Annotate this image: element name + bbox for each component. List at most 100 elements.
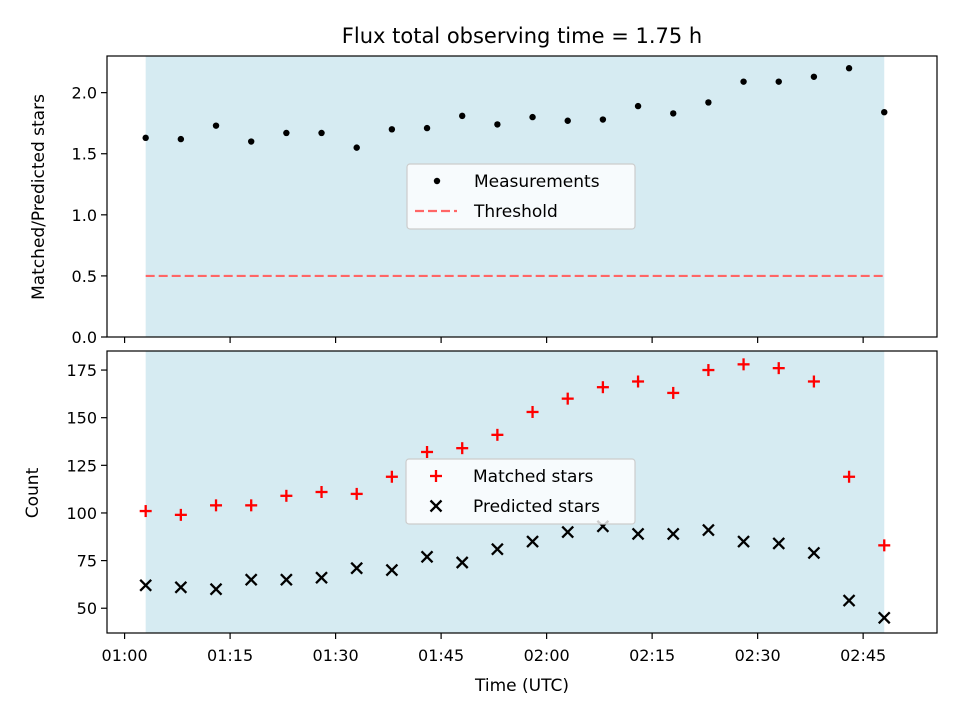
legend: Measurements Threshold — [406, 163, 636, 230]
y-tick-label: 50 — [77, 599, 97, 618]
predicted-point — [772, 537, 786, 550]
y-tick-label: 0.0 — [72, 328, 97, 347]
y-tick-label: 75 — [77, 552, 97, 571]
matched-point — [385, 470, 398, 483]
matched-point — [174, 508, 187, 521]
y-tick-label: 1.0 — [72, 206, 97, 225]
legend-label: Measurements — [474, 172, 600, 192]
matched-point — [526, 405, 539, 418]
predicted-point — [491, 542, 504, 556]
measurement-point — [142, 134, 149, 142]
measurement-point — [740, 78, 747, 85]
matched-point — [807, 375, 820, 388]
legend-predicted-marker — [429, 499, 443, 513]
predicted-point — [737, 535, 750, 548]
y-tick-label: 0.5 — [72, 267, 97, 286]
series-measurements — [142, 65, 888, 151]
measurement-point — [529, 113, 536, 121]
x-tick-label: 01:15 — [207, 646, 253, 665]
series-predicted-stars — [139, 519, 891, 625]
series-matched-stars — [139, 358, 891, 552]
legend-box — [405, 458, 636, 525]
measurement-point — [459, 112, 466, 120]
matched-point — [280, 489, 293, 502]
predicted-point — [385, 563, 399, 577]
measurement-point — [388, 126, 396, 133]
matched-point — [737, 358, 750, 371]
predicted-point — [139, 579, 152, 592]
x-tick-label: 02:15 — [629, 646, 675, 665]
measurement-point — [494, 121, 501, 128]
measurement-point — [810, 73, 818, 80]
predicted-point — [244, 573, 258, 586]
matched-point — [632, 375, 645, 388]
y-tick-label: 1.5 — [72, 145, 97, 164]
measurement-point — [212, 122, 220, 129]
x-tick-label: 02:30 — [735, 646, 781, 665]
y-tick-label: 125 — [66, 456, 97, 475]
predicted-point — [174, 580, 188, 594]
x-tick-label: 01:00 — [102, 646, 148, 665]
measurement-point — [881, 109, 888, 116]
axes-frame — [106, 55, 938, 338]
legend: Matched stars Predicted stars — [405, 458, 636, 525]
measurement-point — [599, 116, 607, 123]
predicted-point — [455, 556, 469, 569]
matched-point — [315, 486, 328, 498]
legend-box — [406, 163, 636, 230]
legend-label: Threshold — [473, 202, 558, 222]
matched-point — [772, 362, 785, 375]
matched-point — [596, 381, 609, 394]
x-tick-label: 01:45 — [418, 646, 464, 665]
matched-point — [210, 499, 223, 512]
measurement-point — [247, 138, 255, 145]
predicted-point — [280, 573, 293, 586]
measurement-point — [705, 99, 712, 106]
y-tick-label: 150 — [66, 409, 97, 428]
measurement-point — [775, 78, 782, 85]
matched-point — [561, 392, 574, 405]
measurement-point — [177, 135, 185, 143]
predicted-point — [315, 571, 328, 585]
predicted-point — [209, 582, 223, 596]
matched-point — [843, 470, 856, 483]
bottom-panel: 50 75 100 125 150 175 01:00 01:15 01:30 01:45 02:0… — [66, 350, 938, 665]
predicted-point — [702, 523, 715, 537]
measurement-point — [423, 124, 431, 132]
x-tick-label: 01:30 — [313, 646, 359, 665]
y-tick-label: 175 — [66, 361, 97, 380]
measurement-point — [283, 129, 290, 137]
predicted-point — [561, 525, 575, 539]
predicted-point — [666, 527, 680, 541]
measurement-point — [634, 102, 642, 110]
bottom-y-axis-label: Count — [23, 467, 43, 518]
measurement-point — [670, 110, 677, 117]
measurement-point — [564, 117, 571, 124]
matched-point — [702, 364, 715, 377]
x-tick-label: 02:00 — [524, 646, 570, 665]
chart-title: Flux total observing time = 1.75 h — [342, 24, 702, 48]
matched-point — [139, 505, 152, 518]
matched-point — [667, 386, 680, 399]
predicted-point — [631, 527, 645, 541]
axes-frame — [106, 350, 938, 634]
matched-point — [456, 442, 469, 455]
matched-point — [878, 539, 891, 552]
measurement-point — [845, 65, 853, 72]
predicted-point — [420, 550, 434, 564]
measurement-point — [353, 144, 360, 151]
top-panel: 0.0 0.5 1.0 1.5 2.0 Measurements Threshold — [72, 55, 938, 347]
matched-point — [421, 445, 434, 458]
legend-label: Predicted stars — [473, 497, 600, 517]
top-y-axis-label: Matched/Predicted stars — [29, 94, 49, 300]
legend-label: Matched stars — [473, 467, 593, 487]
matched-point — [350, 487, 363, 500]
predicted-point — [842, 594, 856, 607]
legend-measurement-marker — [433, 177, 441, 185]
y-tick-label: 2.0 — [72, 84, 97, 103]
predicted-point — [526, 535, 539, 548]
matched-point — [245, 499, 258, 512]
legend-matched-marker — [430, 470, 442, 482]
predicted-point — [807, 546, 821, 560]
